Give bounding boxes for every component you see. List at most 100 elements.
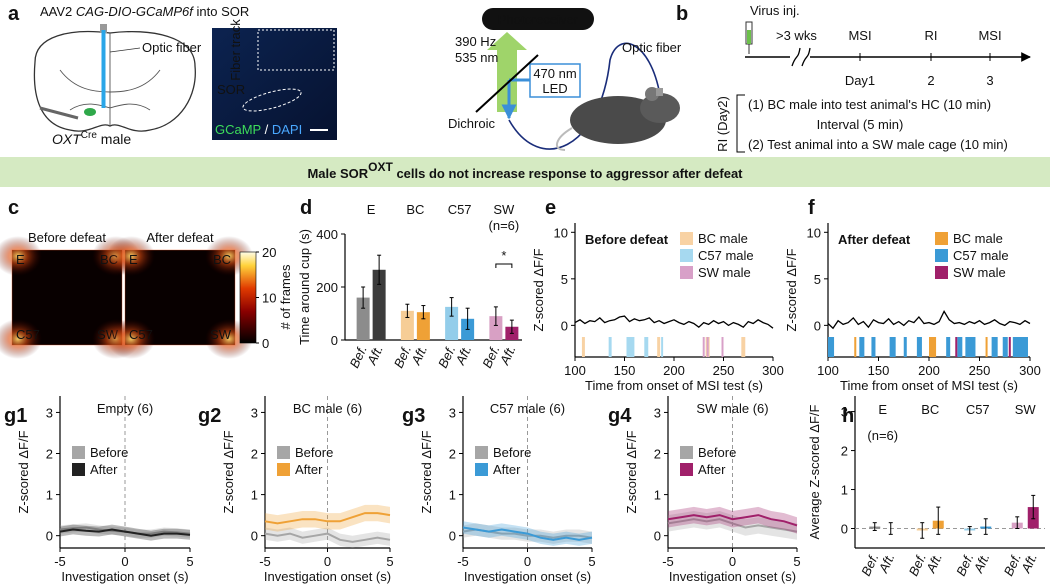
event-bar — [985, 337, 988, 357]
x-tick-label: 200 — [663, 363, 685, 378]
legend-label: SW male — [698, 265, 751, 280]
y-axis-label: Average Z-scored ΔF/F — [807, 405, 822, 540]
annotation: (n=6) — [867, 428, 898, 443]
legend-label: After — [295, 462, 323, 477]
x-axis-label: Time from onset of MSI test (s) — [840, 378, 1018, 393]
event-bar — [871, 337, 876, 357]
colorbar-tick-label: 0 — [262, 336, 269, 351]
y-tick-label: 3 — [654, 405, 661, 420]
y-tick-label: 1 — [841, 483, 848, 498]
legend-label: After — [90, 462, 118, 477]
bar-label: Aft. — [496, 343, 518, 368]
colorbar-tick-label: 10 — [262, 291, 276, 306]
brain-schematic — [33, 24, 196, 132]
colorbar-label: # of frames — [278, 264, 293, 330]
y-axis-label: Time around cup (s) — [297, 229, 312, 345]
event-bar — [965, 337, 976, 357]
heat-spot — [0, 236, 42, 276]
x-tick-label: -5 — [457, 554, 469, 569]
annotation: * — [501, 248, 506, 263]
sem-band — [668, 511, 797, 540]
y-tick-label: 1 — [46, 488, 53, 503]
category-label: C57 — [448, 202, 472, 217]
event-bar — [702, 337, 705, 357]
x-axis-label: Investigation onset (s) — [61, 569, 188, 584]
panel-label: g1 — [4, 405, 27, 427]
y-tick-label: 1 — [449, 488, 456, 503]
legend-swatch — [277, 446, 290, 459]
x-axis-label: Time from onset of MSI test (s) — [585, 378, 763, 393]
annotation: (n=6) — [489, 218, 520, 233]
x-tick-label: 300 — [762, 363, 784, 378]
legend-label: After — [698, 462, 726, 477]
legend-label: C57 male — [698, 248, 754, 263]
panel-label: a — [8, 3, 20, 25]
bar — [445, 306, 459, 340]
category-label: SW — [493, 202, 515, 217]
dichroic-label: Dichroic — [448, 116, 495, 131]
trace — [827, 310, 1031, 330]
event-bar — [1008, 337, 1011, 357]
y-tick-label: 0 — [46, 529, 53, 544]
legend-label: SW male — [953, 265, 1006, 280]
ri-label: RI (Day2) — [715, 96, 730, 152]
stain-label: GCaMP / DAPI — [215, 122, 302, 137]
legend-label: Before — [295, 445, 333, 460]
heat-spot — [107, 236, 155, 276]
y-axis-label: Z-scored ΔF/F — [419, 430, 434, 513]
mean-line — [667, 514, 798, 527]
photometry-schematic — [475, 8, 680, 151]
category-label: SW — [1015, 402, 1037, 417]
event-bar — [955, 337, 958, 357]
y-tick-label: 10 — [807, 225, 821, 240]
corner-label: C57 — [129, 327, 153, 342]
mean-line — [462, 526, 593, 541]
x-tick-label: 0 — [324, 554, 331, 569]
legend-label: BC male — [953, 231, 1003, 246]
chart-title: After defeat — [838, 232, 911, 247]
category-label: BC — [406, 202, 424, 217]
timeline-event: RI — [925, 28, 938, 43]
fiber-label: Optic fiber — [142, 40, 202, 55]
x-tick-label: 0 — [729, 554, 736, 569]
chart-title: Before defeat — [585, 232, 669, 247]
event-bar — [1002, 337, 1008, 357]
legend-swatch — [475, 446, 488, 459]
mean-line — [264, 512, 391, 525]
mean-line — [667, 518, 798, 533]
category-label: C57 — [966, 402, 990, 417]
y-tick-label: 0 — [814, 318, 821, 333]
x-tick-label: 100 — [817, 363, 839, 378]
timeline-day: Day1 — [845, 73, 875, 88]
x-tick-label: 5 — [386, 554, 393, 569]
timeline-label: Virus inj. — [750, 3, 800, 18]
fiber-label: Optic fiber — [622, 40, 682, 55]
mean-line — [264, 532, 391, 543]
event-bar — [1012, 337, 1028, 357]
histology-image — [212, 28, 337, 140]
text-part: OXT — [368, 160, 393, 174]
y-axis-label: Z-scored ΔF/F — [624, 430, 639, 513]
legend-swatch — [475, 463, 488, 476]
y-tick-label: 2 — [841, 444, 848, 459]
event-bar — [644, 337, 649, 357]
heatmap-title: After defeat — [146, 230, 214, 245]
heatmap-frame — [124, 249, 236, 346]
y-tick-label: 3 — [251, 405, 258, 420]
y-tick-label: 5 — [814, 272, 821, 287]
sem-band — [265, 504, 390, 532]
x-tick-label: 5 — [793, 554, 800, 569]
x-tick-label: 0 — [121, 554, 128, 569]
virus-construct: AAV2 CAG-DIO-GCaMP6f into SOR — [40, 4, 249, 19]
legend-label: C57 male — [953, 248, 1009, 263]
y-axis-label: Z-scored ΔF/F — [531, 248, 546, 331]
bar-label: Aft. — [452, 343, 474, 368]
fiber-track-label: Fiber track — [228, 19, 243, 81]
y-axis-label: Z-scored ΔF/F — [16, 430, 31, 513]
panel-label: g4 — [608, 405, 632, 427]
x-axis-label: Investigation onset (s) — [264, 569, 391, 584]
x-tick-label: 150 — [868, 363, 890, 378]
x-tick-label: 100 — [564, 363, 586, 378]
text-part: AAV2 — [40, 4, 76, 19]
